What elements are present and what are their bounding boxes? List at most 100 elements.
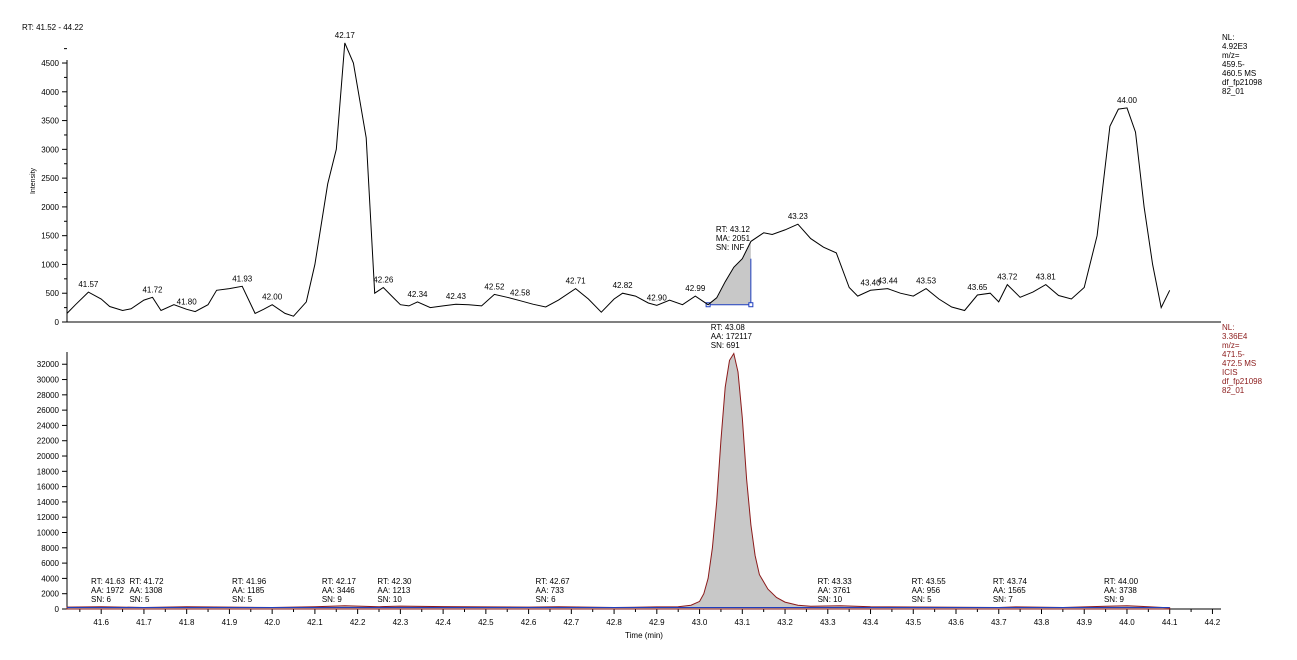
bottom-y-tick-label: 18000 [37,467,60,476]
top-peak-label: 41.57 [78,280,99,289]
bottom-trace-info-line: 472.5 MS [1222,359,1256,368]
bottom-x-tick-label: 43.3 [820,618,836,627]
bottom-y-tick-label: 24000 [37,421,60,430]
top-y-tick-label: 1000 [41,260,59,269]
bottom-x-tick-label: 42.9 [649,618,665,627]
top-peak-label: 41.93 [232,274,253,283]
bottom-y-tick-label: 14000 [37,498,60,507]
top-trace-info-line: 460.5 MS [1222,69,1256,78]
top-peak-label: 41.72 [142,285,163,294]
bottom-x-tick-label: 43.0 [692,618,708,627]
bottom-peak-annotation-line: RT: 43.74 [993,577,1028,586]
bottom-y-tick-label: 8000 [41,544,59,553]
bottom-x-tick-label: 43.4 [863,618,879,627]
bottom-x-axis-label: Time (min) [625,631,663,640]
top-peak-label: 43.81 [1036,273,1057,282]
bottom-peak-annotation-line: AA: 1213 [377,586,410,595]
bottom-x-tick-label: 42.7 [564,618,580,627]
bottom-y-tick-label: 26000 [37,406,60,415]
bottom-x-tick-label: 42.6 [521,618,537,627]
bottom-peak-annotation-line: AA: 1308 [129,586,162,595]
bottom-trace-info-line: NL: [1222,323,1234,332]
bottom-x-tick-label: 43.9 [1076,618,1092,627]
bottom-x-tick-label: 43.2 [777,618,793,627]
top-y-tick-label: 3500 [41,117,59,126]
bottom-x-tick-label: 42.8 [606,618,622,627]
top-trace-info-line: 4.92E3 [1222,42,1248,51]
bottom-peak-annotation-line: AA: 172117 [711,332,753,341]
bottom-x-tick-label: 44.0 [1119,618,1135,627]
bottom-chromatogram-area [66,352,1171,610]
top-y-tick-label: 500 [46,289,60,298]
bottom-y-tick-label: 28000 [37,391,60,400]
bottom-x-tick-label: 44.2 [1205,618,1221,627]
bottom-y-tick-label: 32000 [37,360,60,369]
top-peak-label: 41.80 [177,297,198,306]
top-integrated-peak-annotation-line: MA: 2051 [716,234,751,243]
bottom-y-tick-label: 4000 [41,574,59,583]
top-trace-info-line: 82_01 [1222,87,1245,96]
bottom-x-tick-label: 43.6 [948,618,964,627]
bottom-peak-annotation-line: RT: 44.00 [1104,577,1139,586]
top-y-tick-label: 4000 [41,88,59,97]
bottom-peak-annotation-line: RT: 43.33 [818,577,853,586]
bottom-x-tick-label: 42.3 [393,618,409,627]
bottom-y-tick-label: 22000 [37,437,60,446]
rt-range-label: RT: 41.52 - 44.22 [22,23,84,32]
bottom-x-tick-label: 42.2 [350,618,366,627]
bottom-x-tick-label: 41.9 [222,618,238,627]
bottom-trace-info-line: df_fp21098 [1222,377,1263,386]
bottom-y-tick-label: 2000 [41,590,59,599]
top-y-tick-label: 1500 [41,232,59,241]
bottom-x-tick-label: 41.6 [93,618,109,627]
top-peak-label: 42.26 [373,275,394,284]
bottom-y-tick-label: 20000 [37,452,60,461]
top-integration-end-marker [748,302,754,308]
bottom-x-tick-label: 43.1 [735,618,751,627]
top-peak-label: 42.34 [407,290,428,299]
bottom-x-tick-label: 44.1 [1162,618,1178,627]
bottom-peak-annotation-line: RT: 43.08 [711,323,746,332]
bottom-peak-annotation-line: SN: 9 [322,595,343,604]
bottom-peak-annotation-line: RT: 41.63 [91,577,126,586]
top-trace-info-line: NL: [1222,33,1234,42]
bottom-x-tick-label: 43.5 [905,618,921,627]
bottom-x-tick-label: 42.4 [435,618,451,627]
bottom-peak-annotation-line: SN: 6 [91,595,112,604]
top-peak-label: 42.71 [566,277,587,286]
top-chromatogram-panel: 0 500 1000 1500 2000 2500 3000 3500 4000 4500 Inte… [30,31,1263,327]
top-peak-label: 42.58 [510,289,531,298]
top-peak-label: 43.40 [861,278,882,287]
top-peak-label: 42.17 [335,31,356,40]
bottom-peak-annotation-line: AA: 1972 [91,586,124,595]
bottom-peak-annotation-line: RT: 42.67 [536,577,571,586]
top-trace-info-line: 459.5- [1222,60,1245,69]
bottom-peak-annotation-line: SN: 5 [912,595,933,604]
top-peak-label: 42.52 [484,282,505,291]
bottom-peak-annotation-line: AA: 956 [912,586,941,595]
bottom-x-tick-label: 41.8 [179,618,195,627]
top-peak-label: 42.00 [262,293,283,302]
bottom-peak-annotation-line: AA: 1565 [993,586,1026,595]
top-integrated-peak-annotation-line: RT: 43.12 [716,225,751,234]
bottom-y-tick-label: 16000 [37,483,60,492]
bottom-x-tick-label: 42.0 [264,618,280,627]
bottom-x-tick-label: 42.1 [307,618,323,627]
top-peak-label: 43.53 [916,277,937,286]
bottom-peak-annotation-line: SN: 10 [818,595,843,604]
top-peak-label: 43.72 [997,273,1018,282]
top-peak-label: 43.44 [878,277,899,286]
bottom-x-tick-label: 41.7 [136,618,152,627]
top-trace-info-line: df_fp21098 [1222,78,1263,87]
top-trace-info-line: m/z= [1222,51,1240,60]
bottom-y-tick-label: 30000 [37,376,60,385]
bottom-trace-info-line: 471.5- [1222,350,1245,359]
top-y-tick-label: 4500 [41,59,59,68]
bottom-peak-annotation-line: AA: 733 [536,586,565,595]
bottom-peak-annotation-line: RT: 41.72 [129,577,164,586]
top-peak-label: 43.23 [788,212,809,221]
bottom-peak-annotation-line: RT: 43.55 [912,577,947,586]
top-peak-label: 44.00 [1117,96,1138,105]
bottom-peak-annotation-line: SN: 9 [1104,595,1125,604]
top-peak-label: 43.65 [967,283,988,292]
